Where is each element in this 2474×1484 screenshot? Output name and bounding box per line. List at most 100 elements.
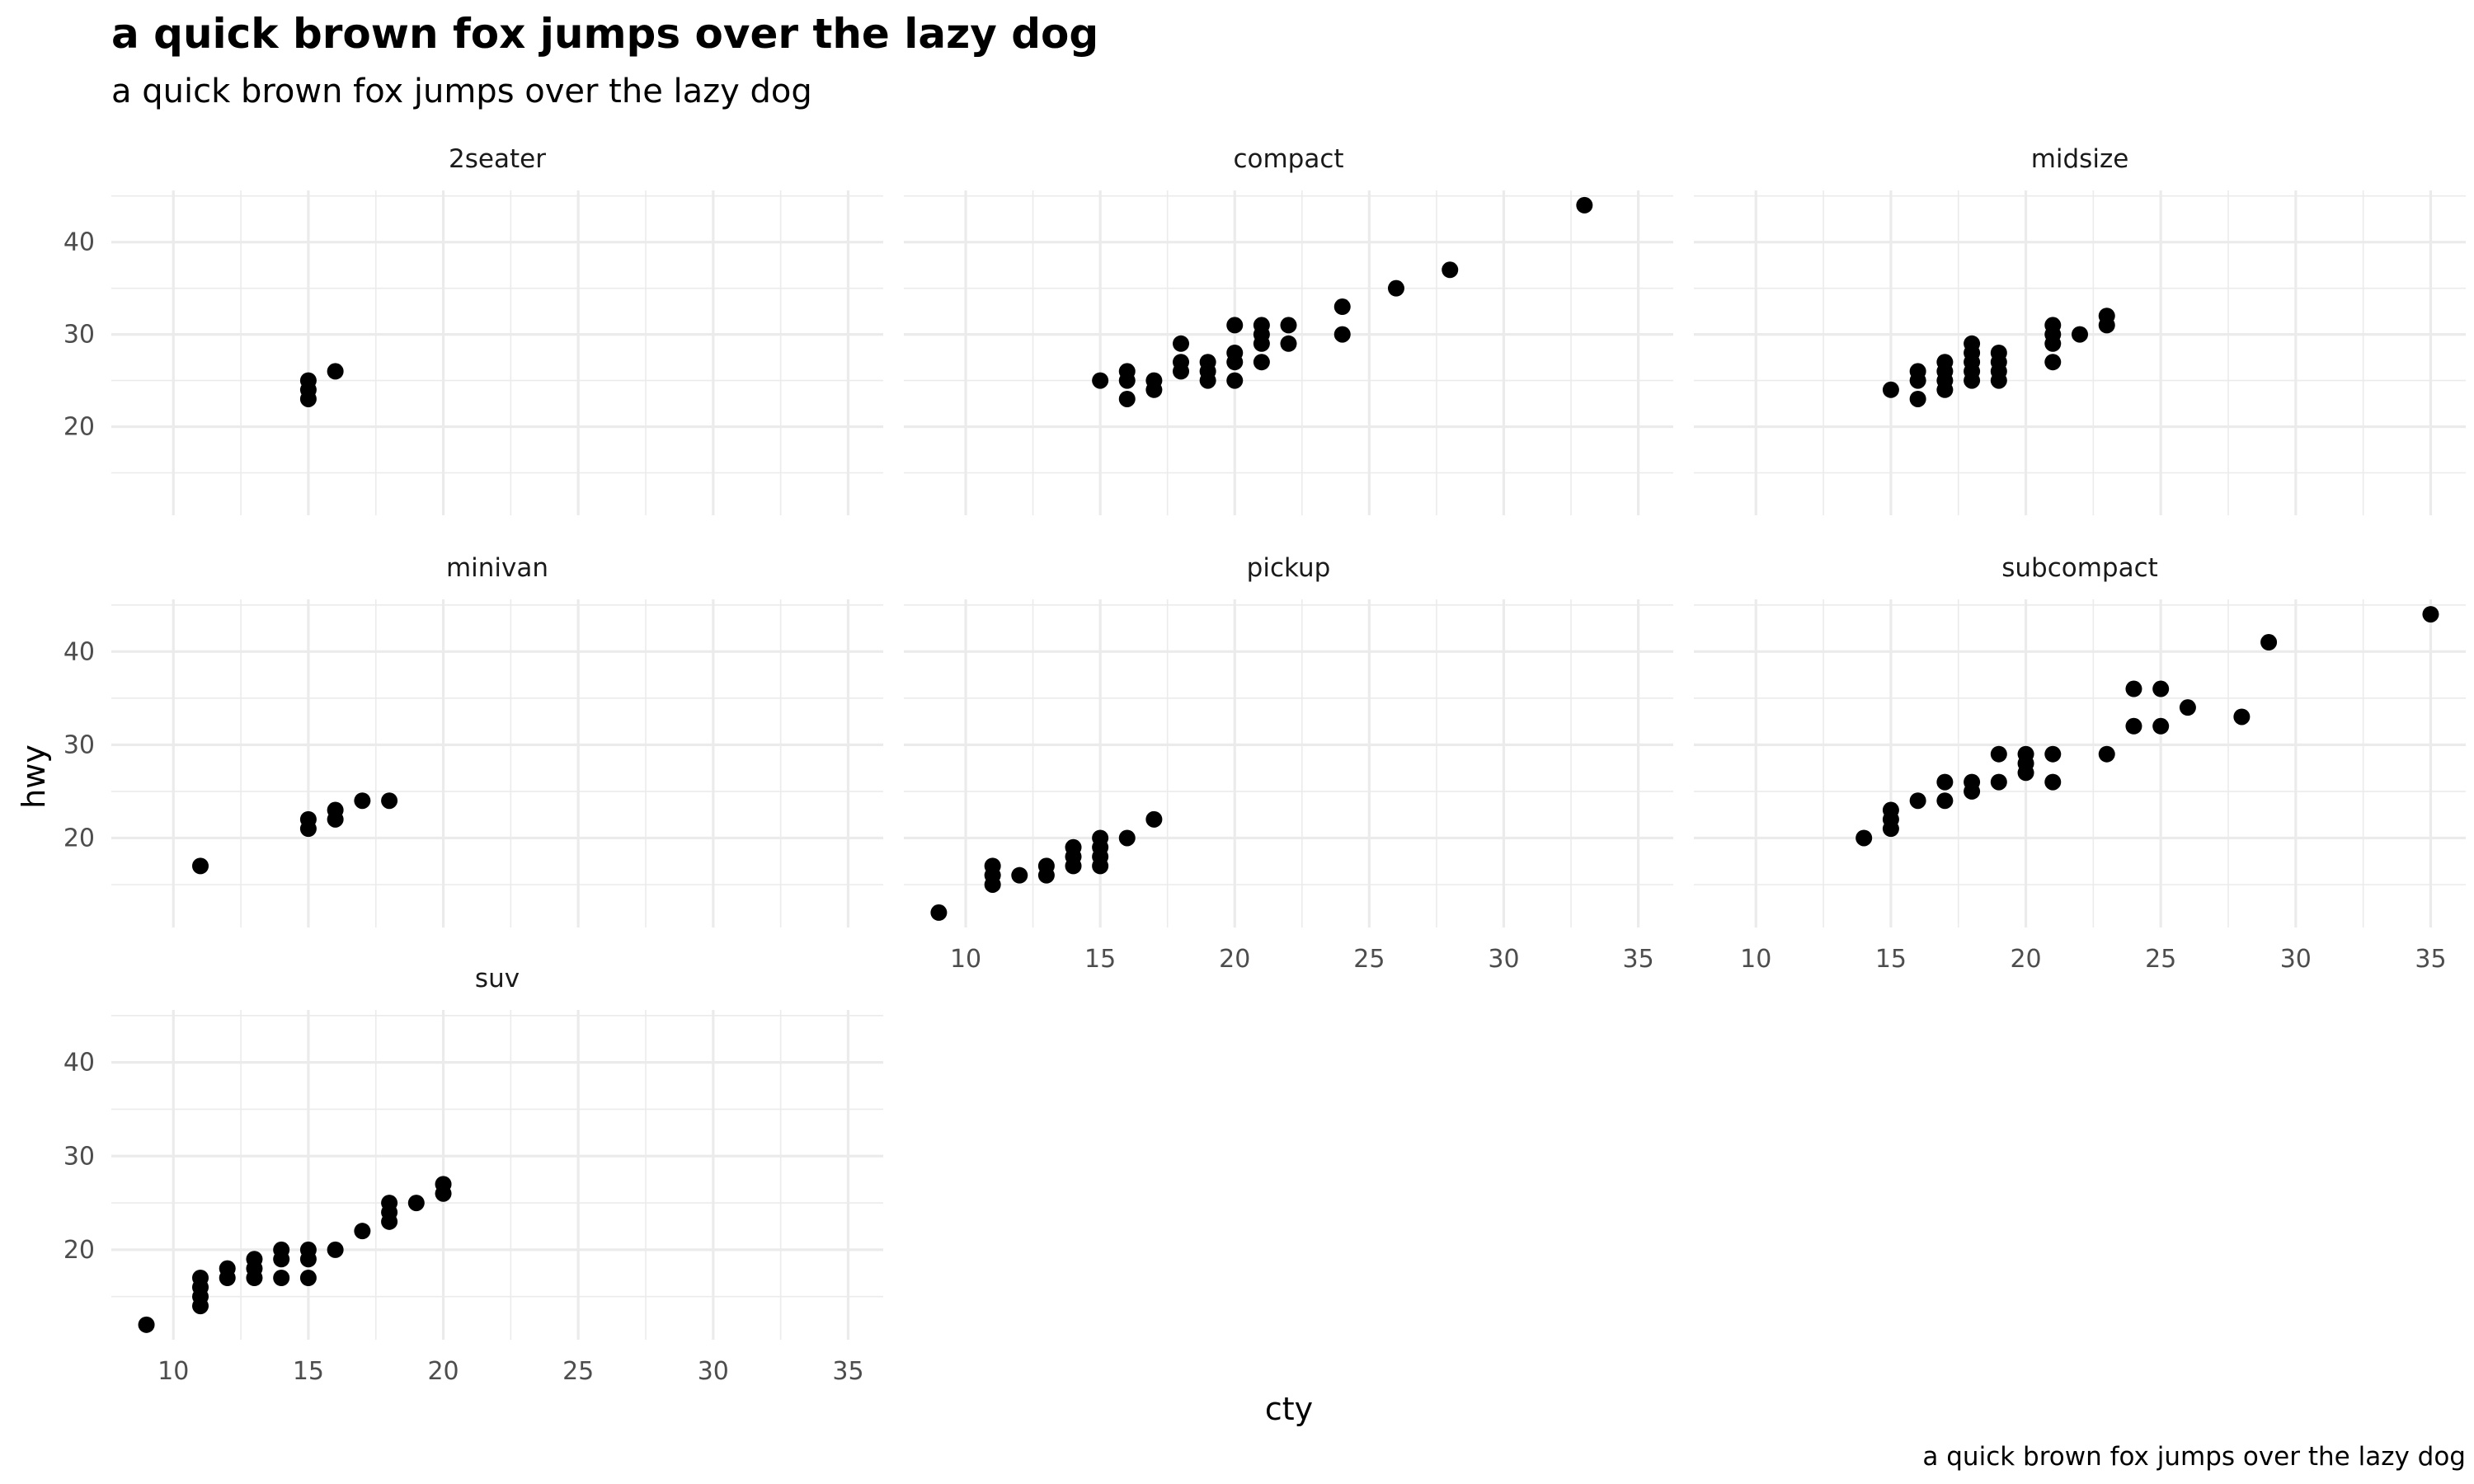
x-tick-label: 30 <box>2280 945 2312 974</box>
data-point <box>1199 354 1216 371</box>
data-point <box>2072 326 2088 343</box>
x-tick-label: 30 <box>698 1357 729 1386</box>
data-point <box>1990 773 2007 791</box>
x-tick-label: 20 <box>427 1357 459 1386</box>
x-tick-label: 25 <box>1353 945 1385 974</box>
y-tick-label: 20 <box>63 1236 95 1265</box>
data-point <box>1145 810 1163 828</box>
data-point <box>1936 792 1954 810</box>
data-point <box>1964 335 1981 352</box>
data-point <box>1387 279 1404 297</box>
data-point <box>2044 745 2062 763</box>
facet-strip-label: pickup <box>1247 553 1331 583</box>
data-point <box>246 1251 263 1268</box>
x-tick-label: 35 <box>1622 945 1653 974</box>
y-tick-label: 30 <box>63 730 95 759</box>
data-point <box>1037 857 1055 875</box>
x-tick-label: 15 <box>1084 945 1116 974</box>
data-point <box>1990 745 2007 763</box>
data-point <box>1856 829 1873 847</box>
data-point <box>2152 717 2170 735</box>
data-point <box>381 792 398 810</box>
data-point <box>2125 680 2142 697</box>
data-point <box>354 792 371 810</box>
chart-subtitle: a quick brown fox jumps over the lazy do… <box>111 73 812 110</box>
data-point <box>1253 354 1270 371</box>
x-tick-label: 35 <box>832 1357 863 1386</box>
x-tick-label: 30 <box>1488 945 1519 974</box>
data-point <box>1118 829 1136 847</box>
x-axis-label: cty <box>1265 1391 1313 1427</box>
data-point <box>2233 708 2251 726</box>
data-point <box>2044 354 2062 371</box>
facet-panel-compact: compact <box>904 144 1673 515</box>
data-point <box>2422 606 2439 623</box>
data-point <box>1936 354 1954 371</box>
data-point <box>354 1223 371 1240</box>
data-point <box>1964 773 1981 791</box>
x-tick-label: 20 <box>1219 945 1250 974</box>
data-point <box>273 1270 290 1286</box>
data-point <box>2044 773 2062 791</box>
data-point <box>1990 345 2007 361</box>
data-point <box>1936 773 1954 791</box>
facet-panel-minivan: minivan 20 30 40 <box>63 553 883 928</box>
data-point <box>1092 829 1109 847</box>
data-point <box>1226 317 1244 334</box>
data-point <box>192 1270 209 1286</box>
data-point <box>299 1241 317 1258</box>
facet-panel-midsize: midsize <box>1694 144 2466 515</box>
data-point <box>407 1195 425 1212</box>
data-point <box>1173 335 1190 352</box>
x-tick-label: 35 <box>2415 945 2446 974</box>
facet-panel-suv: suv 20 30 40 10 15 20 25 30 35 <box>63 964 883 1386</box>
data-point <box>1280 317 1297 334</box>
x-tick-label: 10 <box>950 945 981 974</box>
data-point <box>381 1195 398 1212</box>
data-point <box>138 1316 155 1333</box>
data-point <box>1065 838 1082 856</box>
x-tick-label: 25 <box>562 1357 594 1386</box>
data-point <box>327 363 344 380</box>
data-point <box>273 1241 290 1258</box>
x-tick-label: 15 <box>1875 945 1907 974</box>
y-axis-label: hwy <box>16 744 52 809</box>
facet-panel-subcompact: subcompact 10 15 20 25 30 35 <box>1694 553 2466 974</box>
y-tick-label: 30 <box>63 321 95 350</box>
data-point <box>219 1260 236 1277</box>
data-point <box>1442 261 1459 279</box>
facet-panel-2seater: 2seater 20 30 40 <box>63 144 883 515</box>
data-point <box>435 1176 452 1193</box>
data-point <box>1118 363 1136 380</box>
facet-strip-label: suv <box>475 964 520 993</box>
data-point <box>1092 372 1109 389</box>
data-point <box>2044 317 2062 334</box>
x-tick-label: 10 <box>1740 945 1771 974</box>
facet-strip-label: compact <box>1233 144 1343 174</box>
data-point <box>1882 381 1899 398</box>
data-point <box>299 1270 317 1286</box>
data-point <box>192 857 209 875</box>
y-tick-label: 40 <box>63 637 95 666</box>
data-point <box>2098 308 2115 325</box>
data-point <box>1145 372 1163 389</box>
data-point <box>299 372 317 389</box>
data-point <box>1280 335 1297 352</box>
y-tick-label: 30 <box>63 1142 95 1171</box>
data-point <box>299 810 317 828</box>
data-point <box>1909 363 1926 380</box>
data-point <box>1882 801 1899 819</box>
facet-strip-label: midsize <box>2031 144 2129 174</box>
data-point <box>327 801 344 819</box>
facet-strip-label: subcompact <box>2001 553 2158 583</box>
chart-title: a quick brown fox jumps over the lazy do… <box>111 10 1098 58</box>
data-point <box>2098 745 2115 763</box>
data-point <box>1333 298 1351 316</box>
data-point <box>1226 345 1244 361</box>
y-tick-label: 20 <box>63 413 95 442</box>
x-tick-label: 10 <box>158 1357 189 1386</box>
facet-panel-pickup: pickup 10 15 20 25 30 35 <box>904 553 1673 974</box>
data-point <box>1226 372 1244 389</box>
data-point <box>2152 680 2170 697</box>
